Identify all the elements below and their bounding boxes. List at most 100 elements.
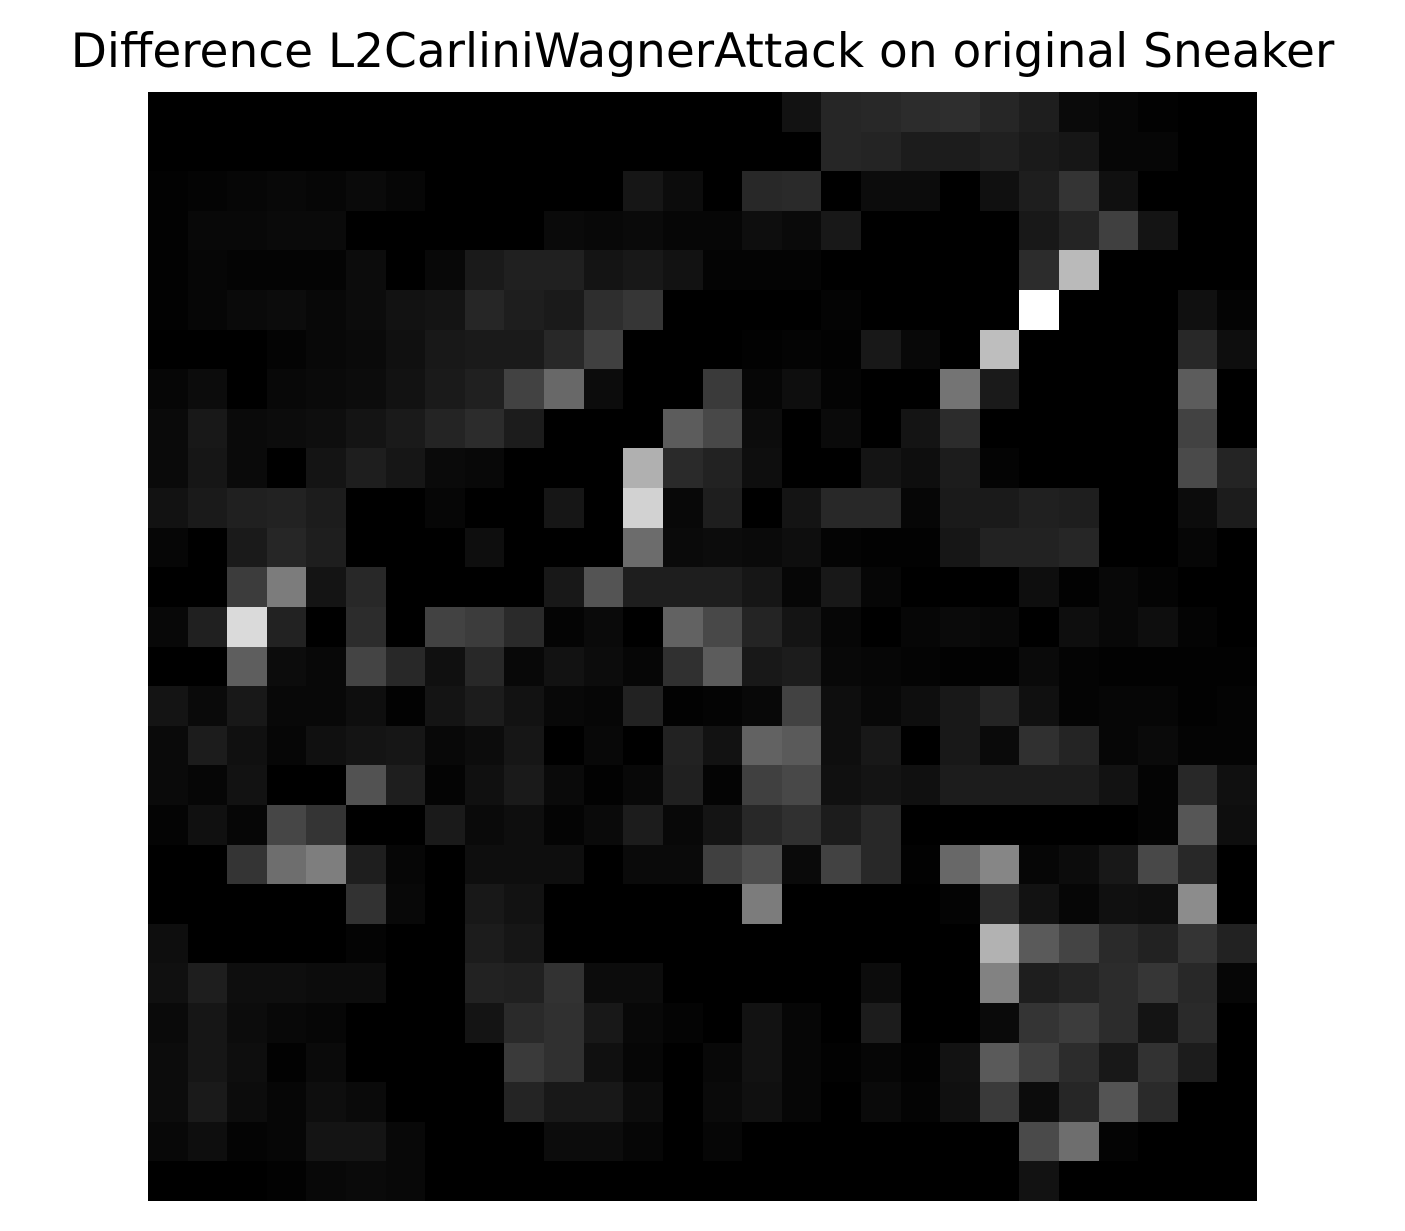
heatmap-cell-r21-c26 (1178, 924, 1217, 963)
heatmap-cell-r2-c7 (425, 171, 465, 211)
heatmap-cell-r22-c9 (504, 963, 544, 1003)
heatmap-cell-r22-c22 (1019, 963, 1059, 1003)
heatmap-cell-r20-c22 (1019, 884, 1059, 924)
heatmap-cell-r16-c26 (1178, 726, 1217, 765)
heatmap-cell-r1-c14 (703, 132, 742, 171)
heatmap-cell-r2-c4 (306, 171, 346, 211)
heatmap-cell-r16-c10 (544, 726, 584, 765)
heatmap-cell-r1-c0 (148, 132, 188, 171)
heatmap-cell-r6-c18 (861, 330, 901, 369)
heatmap-cell-r18-c22 (1019, 805, 1059, 845)
heatmap-cell-r23-c12 (623, 1003, 663, 1043)
heatmap-cell-r23-c1 (188, 1003, 227, 1043)
heatmap-cell-r13-c10 (544, 607, 584, 647)
heatmap-cell-r4-c6 (386, 250, 425, 290)
heatmap-cell-r18-c17 (821, 805, 861, 845)
heatmap-cell-r18-c1 (188, 805, 227, 845)
heatmap-cell-r23-c2 (227, 1003, 267, 1043)
heatmap-cell-r12-c6 (386, 567, 425, 607)
heatmap-cell-r11-c17 (821, 528, 861, 567)
heatmap-cell-r22-c16 (782, 963, 821, 1003)
heatmap-cell-r27-c19 (901, 1161, 940, 1201)
heatmap-cell-r6-c20 (940, 330, 980, 369)
heatmap-cell-r19-c26 (1178, 845, 1217, 884)
heatmap-cell-r1-c27 (1217, 132, 1257, 171)
heatmap-cell-r21-c19 (901, 924, 940, 963)
heatmap-cell-r14-c20 (940, 647, 980, 686)
heatmap-cell-r6-c5 (346, 330, 386, 369)
heatmap-cell-r5-c16 (782, 290, 821, 330)
heatmap-cell-r3-c27 (1217, 211, 1257, 250)
heatmap-cell-r15-c9 (504, 686, 544, 726)
heatmap-cell-r0-c15 (742, 92, 782, 132)
heatmap-cell-r7-c23 (1059, 369, 1099, 409)
heatmap-cell-r23-c16 (782, 1003, 821, 1043)
heatmap-cell-r12-c10 (544, 567, 584, 607)
heatmap-cell-r23-c8 (465, 1003, 504, 1043)
heatmap-cell-r5-c18 (861, 290, 901, 330)
heatmap-cell-r21-c11 (584, 924, 623, 963)
heatmap-cell-r23-c9 (504, 1003, 544, 1043)
heatmap-cell-r24-c16 (782, 1043, 821, 1082)
heatmap-cell-r15-c14 (703, 686, 742, 726)
heatmap-cell-r5-c7 (425, 290, 465, 330)
heatmap-cell-r0-c0 (148, 92, 188, 132)
heatmap-cell-r1-c15 (742, 132, 782, 171)
heatmap-cell-r15-c26 (1178, 686, 1217, 726)
heatmap-cell-r16-c8 (465, 726, 504, 765)
heatmap-cell-r26-c18 (861, 1122, 901, 1161)
heatmap-cell-r7-c16 (782, 369, 821, 409)
heatmap-cell-r0-c25 (1138, 92, 1178, 132)
heatmap-cell-r17-c15 (742, 765, 782, 805)
heatmap-cell-r26-c16 (782, 1122, 821, 1161)
heatmap-cell-r15-c1 (188, 686, 227, 726)
heatmap-cell-r26-c24 (1099, 1122, 1138, 1161)
heatmap-cell-r21-c13 (663, 924, 703, 963)
heatmap-cell-r18-c10 (544, 805, 584, 845)
heatmap-cell-r26-c1 (188, 1122, 227, 1161)
heatmap-cell-r22-c14 (703, 963, 742, 1003)
heatmap-cell-r26-c27 (1217, 1122, 1257, 1161)
heatmap-cell-r13-c18 (861, 607, 901, 647)
heatmap-cell-r18-c5 (346, 805, 386, 845)
heatmap-cell-r19-c18 (861, 845, 901, 884)
heatmap-cell-r24-c9 (504, 1043, 544, 1082)
heatmap-cell-r15-c25 (1138, 686, 1178, 726)
heatmap-cell-r4-c27 (1217, 250, 1257, 290)
heatmap-cell-r23-c17 (821, 1003, 861, 1043)
heatmap-cell-r2-c26 (1178, 171, 1217, 211)
heatmap-cell-r21-c8 (465, 924, 504, 963)
heatmap-cell-r17-c3 (267, 765, 306, 805)
heatmap-cell-r27-c15 (742, 1161, 782, 1201)
heatmap-cell-r8-c17 (821, 409, 861, 448)
heatmap-cell-r18-c24 (1099, 805, 1138, 845)
heatmap-cell-r11-c26 (1178, 528, 1217, 567)
heatmap-cell-r24-c1 (188, 1043, 227, 1082)
heatmap-cell-r18-c4 (306, 805, 346, 845)
heatmap-cell-r15-c8 (465, 686, 504, 726)
heatmap-cell-r8-c5 (346, 409, 386, 448)
heatmap-cell-r20-c14 (703, 884, 742, 924)
heatmap-cell-r16-c22 (1019, 726, 1059, 765)
heatmap-cell-r19-c19 (901, 845, 940, 884)
heatmap-cell-r27-c3 (267, 1161, 306, 1201)
heatmap-cell-r19-c2 (227, 845, 267, 884)
heatmap-cell-r6-c16 (782, 330, 821, 369)
heatmap-cell-r7-c13 (663, 369, 703, 409)
heatmap-cell-r16-c13 (663, 726, 703, 765)
heatmap-cell-r24-c5 (346, 1043, 386, 1082)
heatmap-cell-r15-c7 (425, 686, 465, 726)
heatmap-cell-r12-c20 (940, 567, 980, 607)
heatmap-cell-r17-c19 (901, 765, 940, 805)
heatmap-cell-r27-c0 (148, 1161, 188, 1201)
heatmap-cell-r15-c24 (1099, 686, 1138, 726)
heatmap-cell-r20-c23 (1059, 884, 1099, 924)
heatmap-cell-r24-c22 (1019, 1043, 1059, 1082)
heatmap-cell-r2-c11 (584, 171, 623, 211)
heatmap-cell-r19-c11 (584, 845, 623, 884)
heatmap-cell-r7-c22 (1019, 369, 1059, 409)
heatmap-cell-r11-c25 (1138, 528, 1178, 567)
heatmap-cell-r25-c18 (861, 1082, 901, 1122)
heatmap-cell-r15-c18 (861, 686, 901, 726)
heatmap-cell-r24-c3 (267, 1043, 306, 1082)
